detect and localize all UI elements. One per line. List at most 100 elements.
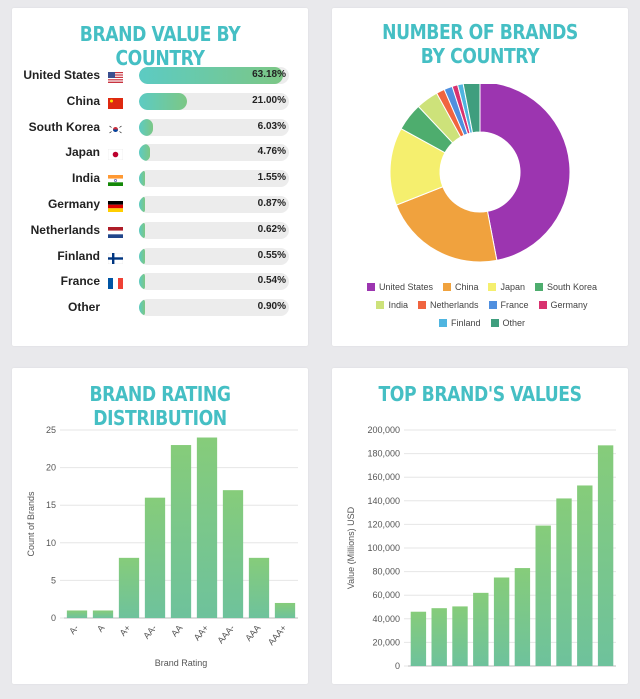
x-tick-label: AAA+ xyxy=(266,623,289,647)
legend-item[interactable]: India xyxy=(376,296,408,314)
legend-item[interactable]: Netherlands xyxy=(417,296,479,314)
legend-item[interactable]: Finland xyxy=(438,314,481,332)
y-axis-title: Count of Brands xyxy=(26,491,36,557)
value-label: 21.00% xyxy=(252,94,286,106)
brand-value-row: France 0.54% xyxy=(12,272,308,292)
legend-label: France xyxy=(500,300,529,310)
y-tick-label: 20 xyxy=(46,463,56,473)
bar xyxy=(144,497,166,618)
bar xyxy=(514,568,531,666)
country-name: Germany xyxy=(47,197,100,211)
germany-flag-icon xyxy=(108,199,123,212)
y-tick-label: 40,000 xyxy=(372,614,400,624)
legend-label: China xyxy=(454,282,479,292)
bar xyxy=(556,498,572,666)
bar xyxy=(274,602,296,618)
legend-swatch xyxy=(417,301,426,309)
top-values-card: TOP BRAND'S VALUES 0 20,000 40,000 60,000 80… xyxy=(332,368,628,684)
legend-swatch xyxy=(535,283,544,291)
x-tick-label: A+ xyxy=(118,623,133,638)
france-flag-icon xyxy=(108,276,123,290)
x-tick-label: AA xyxy=(169,623,184,639)
legend-swatch xyxy=(488,301,497,309)
country-name: Netherlands xyxy=(30,222,100,237)
bar xyxy=(92,610,114,618)
y-tick-label: 0 xyxy=(51,613,56,623)
donut-slice xyxy=(479,84,571,261)
bar xyxy=(493,577,510,666)
legend-item[interactable]: South Korea xyxy=(535,278,597,296)
india-flag-icon xyxy=(108,173,123,187)
brand-value-row: South Korea 6.03% xyxy=(12,118,308,138)
brand-value-row: India 1.55% xyxy=(12,169,308,189)
value-bar-track xyxy=(139,118,289,136)
legend-item[interactable]: Japan xyxy=(488,278,525,296)
value-bar-fill xyxy=(139,118,153,136)
top-values-title: TOP BRAND'S VALUES xyxy=(378,382,582,406)
y-tick-label: 25 xyxy=(46,425,56,435)
value-label: 0.62% xyxy=(257,223,286,235)
value-bar-fill xyxy=(139,247,145,265)
y-tick-label: 180,000 xyxy=(367,449,400,459)
brand-value-card: BRAND VALUE BY COUNTRY United States 63.1… xyxy=(12,8,308,346)
legend-item[interactable]: United States xyxy=(366,278,433,296)
bar xyxy=(473,592,489,666)
value-label: 63.18% xyxy=(252,69,286,80)
x-axis-title: Brand Rating xyxy=(155,658,208,668)
value-bar-track xyxy=(139,170,289,188)
brand-value-row: Japan 4.76% xyxy=(12,143,308,163)
legend-item[interactable]: France xyxy=(488,296,529,314)
value-bar-fill xyxy=(139,221,145,239)
y-tick-label: 140,000 xyxy=(367,496,400,506)
value-bar-fill xyxy=(139,92,187,110)
legend-label: South Korea xyxy=(547,282,598,292)
x-tick-label: AAA- xyxy=(215,623,236,646)
country-name: China xyxy=(66,93,100,108)
bar xyxy=(118,557,140,618)
bar xyxy=(577,485,593,666)
brands-count-card: NUMBER OF BRANDS BY COUNTRY United State… xyxy=(332,8,628,346)
bar xyxy=(535,525,551,666)
brands-count-title: NUMBER OF BRANDS BY COUNTRY xyxy=(382,20,578,68)
bar xyxy=(196,437,218,618)
value-label: 0.55% xyxy=(257,249,286,261)
y-tick-label: 160,000 xyxy=(367,472,400,482)
legend-item[interactable]: Germany xyxy=(538,296,588,314)
donut-legend: United States China Japan South Korea India N… xyxy=(352,278,612,332)
value-label: 4.76% xyxy=(257,146,286,158)
country-name: South Korea xyxy=(28,119,100,134)
country-name: Japan xyxy=(65,145,100,160)
x-tick-label: A xyxy=(95,623,107,634)
x-tick-label: AA- xyxy=(141,623,158,641)
legend-item[interactable]: China xyxy=(442,278,479,296)
rating-title: BRAND RATING DISTRIBUTION xyxy=(89,382,231,430)
value-label: 0.54% xyxy=(257,275,286,287)
brand-value-row: Netherlands 0.62% xyxy=(12,221,308,241)
legend-swatch xyxy=(490,319,499,327)
legend-swatch xyxy=(442,283,451,291)
bar xyxy=(452,606,468,666)
legend-label: Other xyxy=(502,318,526,328)
brand-value-row: Other 0.90% xyxy=(12,298,308,318)
value-label: 6.03% xyxy=(257,120,286,132)
brand-value-row: Finland 0.55% xyxy=(12,247,308,267)
legend-label: Germany xyxy=(550,300,588,310)
value-bar-fill xyxy=(139,67,283,84)
value-bar-track xyxy=(139,144,289,162)
x-tick-label: AA+ xyxy=(192,623,211,643)
legend-swatch xyxy=(538,301,547,309)
legend-swatch xyxy=(366,283,375,291)
legend-swatch xyxy=(376,301,385,309)
brands-donut-chart xyxy=(389,84,571,263)
bar xyxy=(431,608,447,666)
south-korea-flag-icon xyxy=(108,122,123,135)
legend-item[interactable]: Other xyxy=(490,314,526,332)
value-bar-track xyxy=(139,221,289,239)
value-bar-fill xyxy=(139,196,145,213)
bar xyxy=(410,611,427,666)
netherlands-flag-icon xyxy=(108,225,123,238)
value-bar-track xyxy=(139,67,289,84)
china-flag-icon xyxy=(108,96,123,109)
legend-label: India xyxy=(388,300,408,310)
